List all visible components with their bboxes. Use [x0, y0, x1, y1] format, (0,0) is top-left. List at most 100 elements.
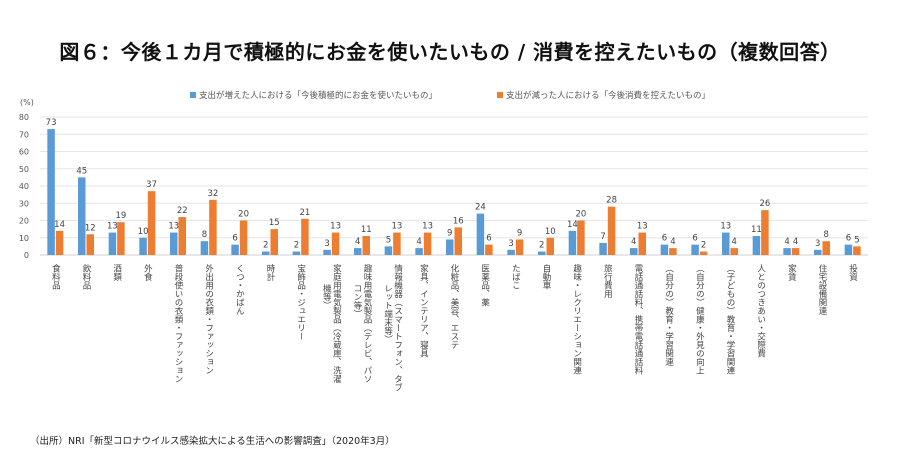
data-label-decrease: 26 — [760, 199, 771, 209]
category-label: （自分の）教育・学習関連 — [664, 264, 674, 367]
category-label: 情報機器（スマートフォン、タブ — [393, 263, 403, 391]
bar-increase — [231, 244, 239, 255]
category-label: 外食 — [142, 263, 152, 282]
category-label: 家庭用電気製品（冷蔵庫、洗濯 — [331, 263, 341, 384]
category-label: くつ・かばん — [234, 264, 244, 315]
source-note: （出所）NRI「新型コロナウイルス感染拡大による生活への影響調査」（2020年3… — [30, 436, 395, 447]
data-label-decrease: 11 — [361, 225, 372, 235]
bar-decrease — [822, 241, 830, 255]
bar-increase — [139, 237, 147, 255]
category-label: 医薬品、薬 — [480, 264, 490, 307]
data-label-increase: 4 — [355, 237, 360, 247]
legend-label-decrease: 支出が減った人における「今後消費を控えたいもの」 — [506, 91, 711, 101]
data-label-increase: 13 — [168, 222, 179, 232]
category-label: 外出用の衣類・ファッション — [204, 263, 214, 374]
bar-increase — [538, 251, 546, 255]
y-tick-label: 70 — [19, 130, 29, 139]
bar-increase — [599, 242, 607, 255]
bar-decrease — [454, 227, 462, 255]
category-label: （子どもの）教育・学習関連 — [725, 264, 735, 375]
y-tick-label: 60 — [19, 148, 29, 157]
data-label-increase: 8 — [202, 230, 207, 240]
bar-increase — [170, 232, 178, 255]
data-label-decrease: 8 — [824, 230, 829, 240]
bar-increase — [630, 248, 638, 255]
data-label-increase: 6 — [846, 234, 851, 244]
data-label-decrease: 37 — [146, 180, 157, 190]
bar-increase — [384, 246, 393, 255]
bar-increase — [507, 249, 515, 255]
bar-decrease — [147, 191, 156, 255]
bar-decrease — [761, 210, 769, 255]
bar-increase — [200, 241, 209, 255]
category-label: 家賃 — [786, 263, 796, 282]
data-label-increase: 13 — [720, 222, 731, 232]
data-label-decrease: 12 — [85, 223, 96, 233]
data-label-increase: 9 — [447, 228, 452, 238]
bar-increase — [844, 244, 853, 255]
bar-decrease — [239, 220, 248, 255]
category-label: コン等） — [352, 284, 362, 318]
data-label-decrease: 20 — [238, 210, 249, 220]
category-label: 飲料品 — [81, 263, 91, 290]
data-label-decrease: 19 — [116, 211, 127, 221]
bar-decrease — [362, 236, 370, 255]
bar-decrease — [86, 234, 94, 255]
bar-decrease — [55, 230, 64, 255]
data-label-decrease: 5 — [854, 235, 859, 245]
data-label-decrease: 15 — [269, 218, 280, 228]
data-label-decrease: 13 — [392, 222, 403, 232]
y-tick-label: 20 — [19, 217, 29, 226]
category-label: 食料品 — [50, 263, 60, 290]
data-label-increase: 7 — [600, 232, 605, 242]
data-label-decrease: 13 — [637, 222, 648, 232]
data-label-increase: 45 — [76, 166, 87, 176]
data-label-increase: 6 — [232, 234, 237, 244]
category-label: たばこ — [510, 264, 520, 290]
category-label: 普段使いの衣類・ファッション — [173, 263, 183, 383]
data-label-increase: 4 — [784, 237, 789, 247]
bar-increase — [354, 248, 362, 255]
category-label: 趣味・レクリエーション関連 — [572, 263, 582, 375]
data-label-decrease: 10 — [545, 227, 556, 237]
bar-decrease — [699, 251, 708, 255]
bar-increase — [476, 213, 485, 255]
data-label-decrease: 16 — [453, 216, 464, 226]
category-label: レット端末等） — [383, 284, 393, 344]
data-label-increase: 73 — [46, 118, 57, 128]
legend-swatch-blue — [189, 92, 196, 98]
legend-item-increase: 支出が増えた人における「今後積極的にお金を使いたいもの」 — [189, 89, 437, 101]
data-label-decrease: 14 — [54, 220, 65, 230]
data-label-decrease: 13 — [330, 222, 341, 232]
data-label-decrease: 20 — [576, 210, 587, 220]
data-label-increase: 4 — [416, 237, 421, 247]
data-label-increase: 6 — [662, 234, 667, 244]
data-label-increase: 5 — [386, 235, 391, 245]
data-label-increase: 6 — [692, 234, 697, 244]
bar-decrease — [393, 232, 401, 255]
bar-increase — [323, 249, 331, 255]
data-label-increase: 24 — [475, 203, 486, 213]
legend-item-decrease: 支出が減った人における「今後消費を控えたいもの」 — [497, 89, 710, 101]
bar-increase — [814, 249, 822, 255]
y-tick-label: 80 — [19, 113, 29, 122]
bar-decrease — [853, 246, 861, 255]
data-label-decrease: 9 — [517, 228, 522, 238]
data-label-increase: 3 — [508, 239, 513, 249]
bar-increase — [415, 248, 423, 255]
bar-increase — [752, 236, 761, 255]
data-label-increase: 14 — [567, 220, 578, 230]
category-label: 電話通話料、携帯電話通話料 — [633, 264, 643, 375]
y-tick-label: 10 — [19, 234, 29, 243]
category-label: 機等） — [321, 283, 331, 309]
bar-decrease — [669, 248, 677, 255]
bar-decrease — [301, 218, 309, 255]
data-label-decrease: 13 — [422, 222, 433, 232]
data-label-increase: 2 — [294, 241, 299, 251]
bar-increase — [783, 248, 791, 255]
category-label: 宝飾品・ジュエリー — [296, 263, 306, 340]
y-tick-label: 50 — [19, 165, 29, 174]
y-tick-label: 40 — [19, 182, 29, 191]
bar-increase — [47, 129, 55, 255]
